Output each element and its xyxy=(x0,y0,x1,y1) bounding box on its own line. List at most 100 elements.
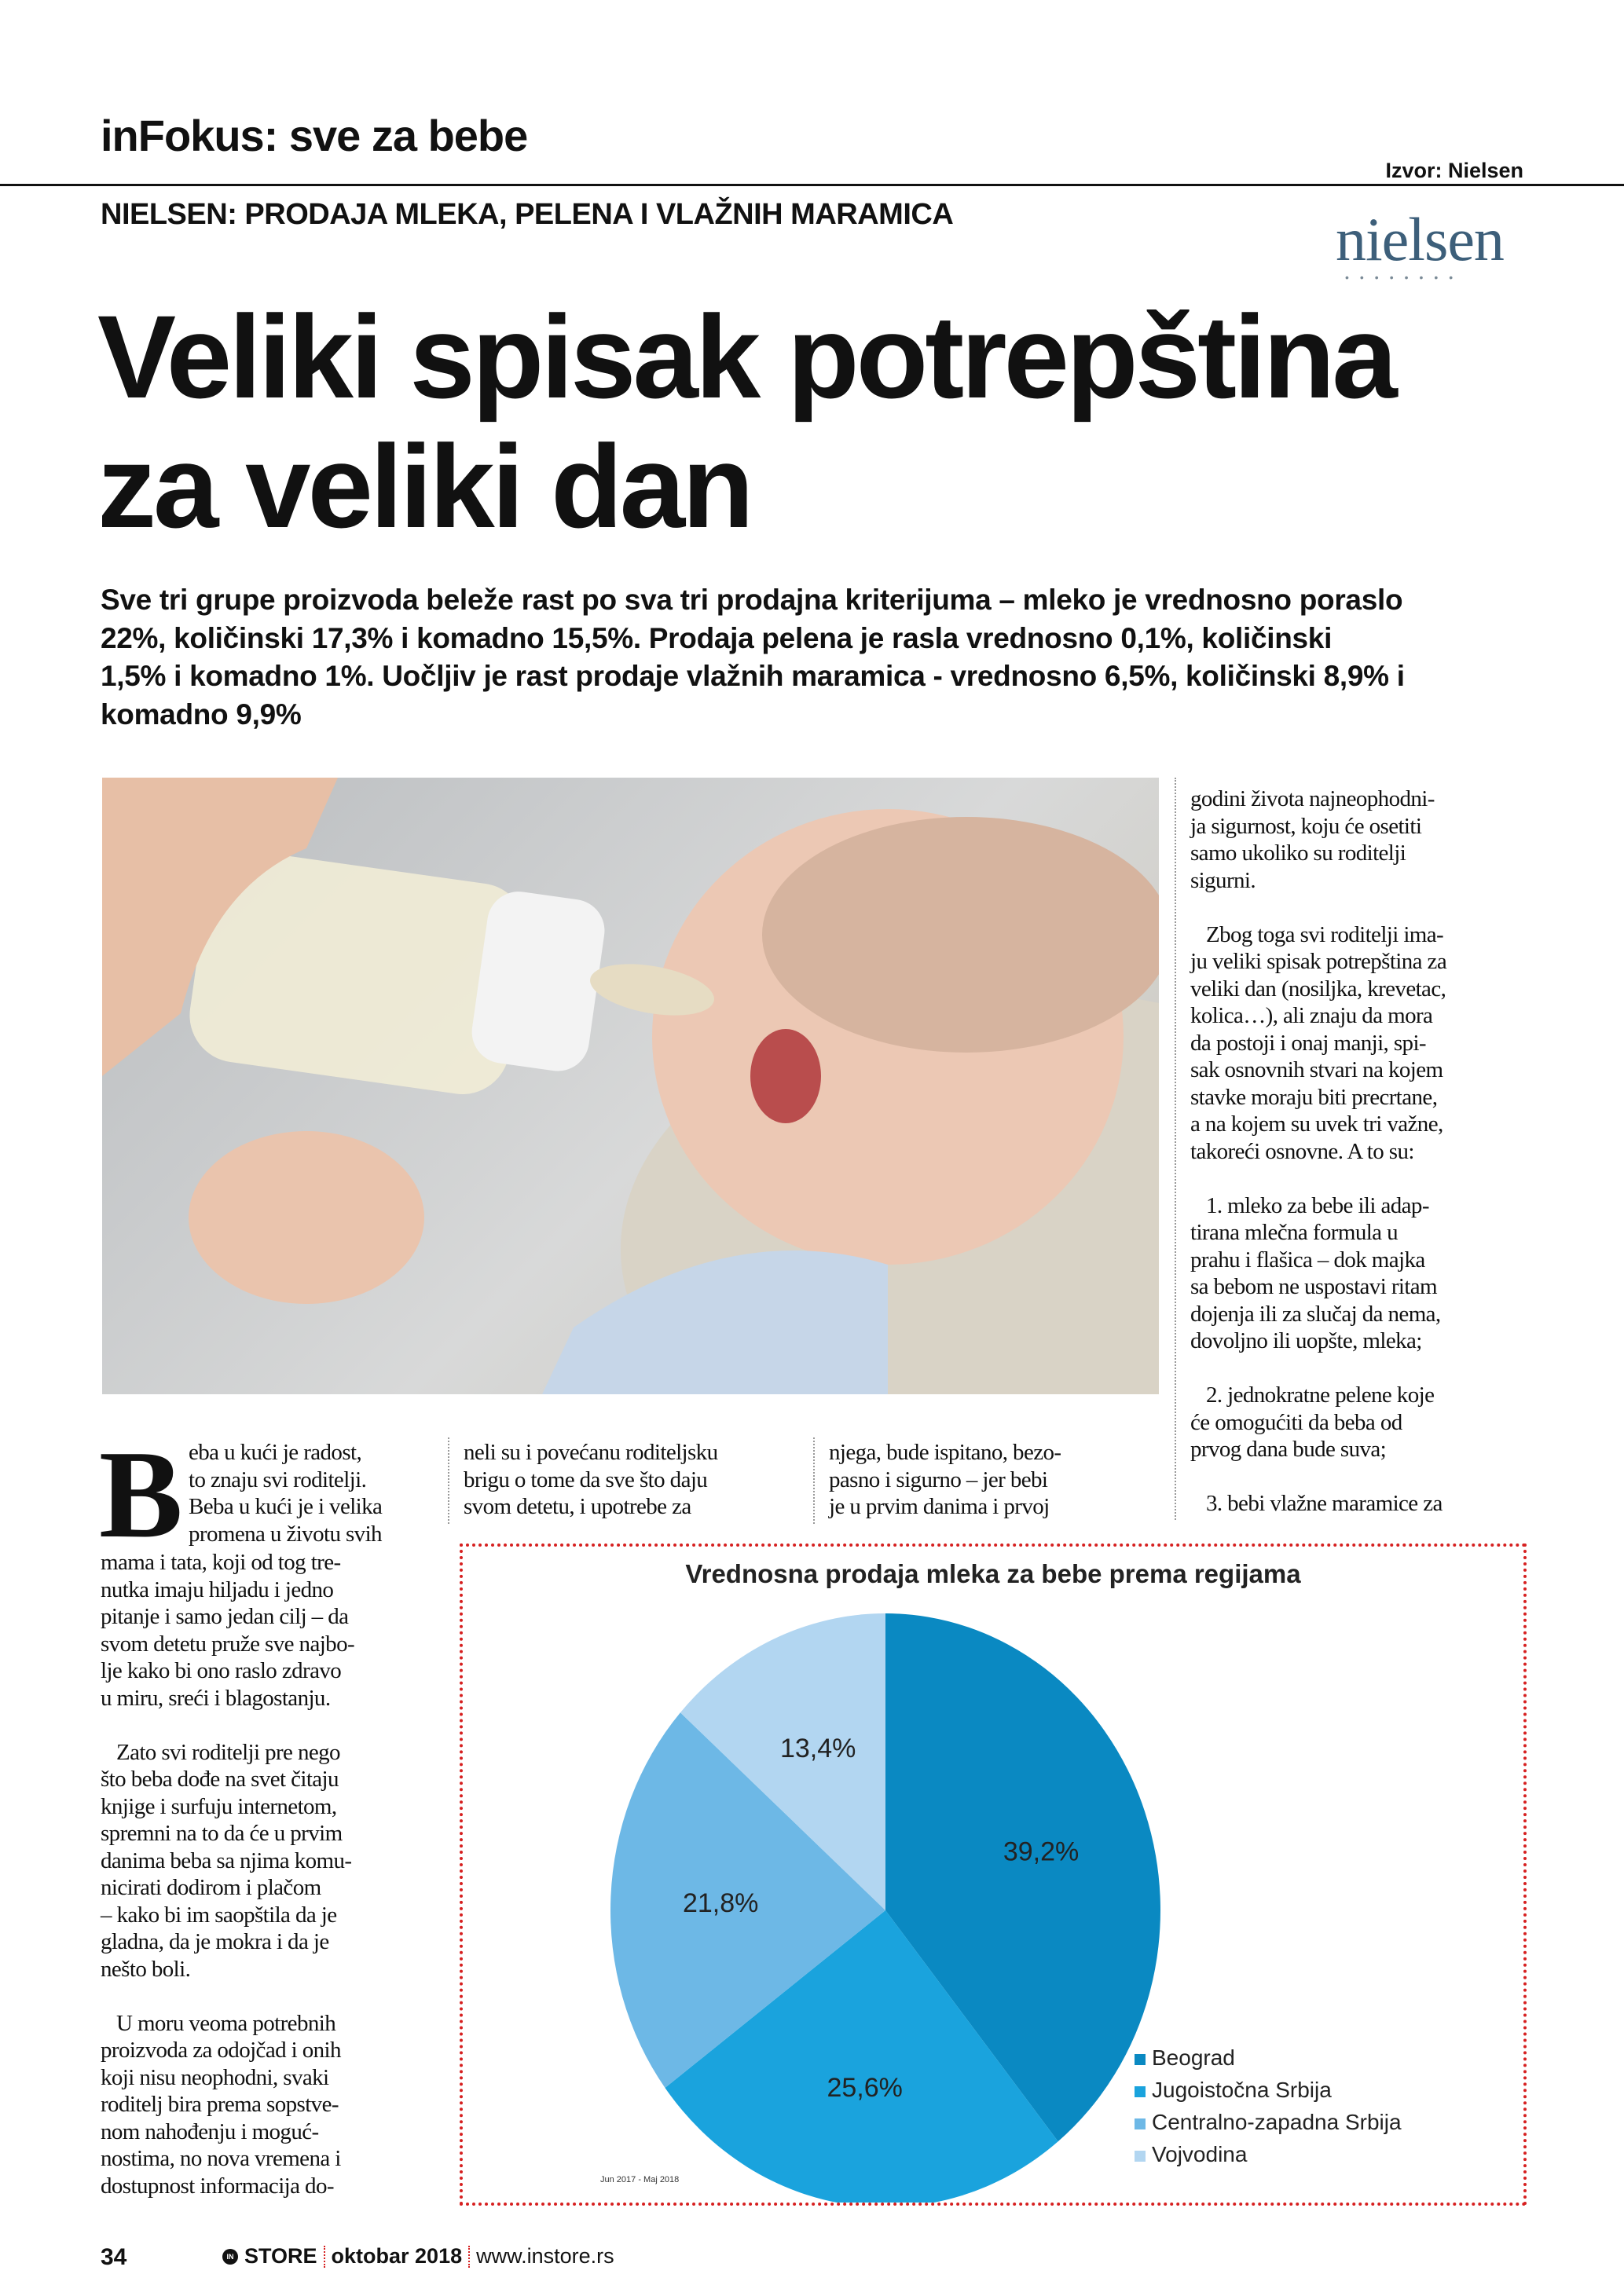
legend-swatch xyxy=(1135,2054,1146,2065)
text-line: promena u životu svih xyxy=(189,1521,383,1547)
text-line: da postoji i onaj manji, spi- xyxy=(1190,1030,1427,1056)
instore-logo-icon: IN xyxy=(222,2248,238,2265)
text-line: 3. bebi vlažne maramice za xyxy=(1190,1491,1443,1516)
pie-chart-box: Vrednosna prodaja mleka za bebe prema re… xyxy=(460,1543,1527,2206)
text-line: nom nahođenju i moguć- xyxy=(101,2118,319,2144)
page-number: 34 xyxy=(101,2244,127,2270)
text-line: proizvoda za odojčad i onih xyxy=(101,2038,342,2063)
text-line: godini života najneophodni- xyxy=(1190,786,1435,811)
text-line: sak osnovnih stvari na kojem xyxy=(1190,1057,1443,1082)
text-line: gladna, da je mokra i da je xyxy=(101,1929,329,1954)
text-line: ja sigurnost, koju će osetiti xyxy=(1190,813,1422,839)
text-line: sa bebom ne uspostavi ritam xyxy=(1190,1274,1438,1299)
text-line: sigurni. xyxy=(1190,867,1256,893)
paragraph: godini života najneophodni-ja sigurnost,… xyxy=(1190,785,1446,894)
lead-paragraph: Sve tri grupe proizvoda beleže rast po s… xyxy=(101,581,1405,734)
kicker: NIELSEN: PRODAJA MLEKA, PELENA I VLAŽNIH… xyxy=(101,198,954,231)
text-line: eba u kući je radost, xyxy=(189,1440,362,1465)
legend-label: Centralno-zapadna Srbija xyxy=(1152,2110,1402,2134)
text-line: pitanje i samo jedan cilj – da xyxy=(101,1604,349,1629)
text-line: dostupnost informacija do- xyxy=(101,2173,335,2199)
text-line: njega, bude ispitano, bezo- xyxy=(829,1440,1061,1465)
text-line: kolica…), ali znaju da mora xyxy=(1190,1003,1433,1028)
text-line: nešto boli. xyxy=(101,1956,191,1982)
text-line: a na kojem su uvek tri važne, xyxy=(1190,1111,1443,1137)
text-line: takoreći osnovne. A to su: xyxy=(1190,1138,1414,1164)
text-line: ju veliki spisak potrepština za xyxy=(1190,949,1447,974)
text-line: prvog dana bude suva; xyxy=(1190,1437,1387,1462)
lead-line: 22%, količinski 17,3% i komadno 15,5%. P… xyxy=(101,621,1333,654)
text-line: prahu i flašica – dok majka xyxy=(1190,1247,1425,1273)
website-link[interactable]: www.instore.rs xyxy=(476,2244,614,2268)
issue-date: oktobar 2018 xyxy=(331,2244,463,2268)
text-line: lje kako bi ono raslo zdravo xyxy=(101,1658,342,1683)
text-line: 1. mleko za bebe ili adap- xyxy=(1190,1192,1430,1218)
text-line: pasno i sigurno – jer bebi xyxy=(829,1467,1048,1492)
paragraph: U moru veoma potrebnih proizvoda za odojč… xyxy=(101,2010,354,2200)
lead-line: 1,5% i komadno 1%. Uočljiv je rast proda… xyxy=(101,660,1405,692)
slice-label: 21,8% xyxy=(683,1888,758,1918)
text-line: samo ukoliko su roditelji xyxy=(1190,840,1406,866)
pie-chart: 39,2% 25,6% 21,8% 13,4% xyxy=(610,1613,1160,2203)
drop-cap: B xyxy=(99,1424,183,1564)
text-line: nostima, no nova vremena i xyxy=(101,2146,341,2171)
pie-slice-beograd xyxy=(885,1613,1160,2142)
text-line: mama i tata, koji od tog tre- xyxy=(101,1550,341,1575)
footer-divider xyxy=(323,2245,325,2268)
text-line: stavke moraju biti precrtane, xyxy=(1190,1084,1438,1110)
text-line: što beba dođe na svet čitaju xyxy=(101,1767,339,1792)
paragraph: mama i tata, koji od tog tre-nutka imaju… xyxy=(101,1549,355,1712)
paragraph: 3. bebi vlažne maramice za xyxy=(1190,1490,1446,1518)
legend-swatch xyxy=(1135,2118,1146,2129)
legend-item: Centralno-zapadna Srbija xyxy=(1135,2106,1402,2138)
chart-title: Vrednosna prodaja mleka za bebe prema re… xyxy=(685,1559,1301,1588)
text-line: nutka imaju hiljadu i jedno xyxy=(101,1576,334,1602)
column-divider xyxy=(1175,778,1176,1520)
text-line: danima beba sa njima komu- xyxy=(101,1847,352,1873)
column-divider xyxy=(448,1437,449,1524)
text-line: dovoljno ili uopšte, mleka; xyxy=(1190,1328,1422,1353)
lead-line: komadno 9,9% xyxy=(101,698,302,731)
paragraph: Zato svi roditelji pre nego što beba dođe… xyxy=(101,1739,354,1983)
text-line: svom detetu pruže sve najbo- xyxy=(101,1631,355,1657)
photo-illustration xyxy=(102,778,1159,1394)
paragraph: Zbog toga svi roditelji ima-ju veliki sp… xyxy=(1190,921,1447,1166)
text-line: svom detetu, i upotrebe za xyxy=(464,1494,691,1519)
column2-body: neli su i povećanu roditeljsku brigu o to… xyxy=(464,1439,718,1521)
chart-period-note: Jun 2017 - Maj 2018 xyxy=(600,2175,680,2184)
footer-divider xyxy=(468,2245,471,2268)
section-title: inFokus: sve za bebe xyxy=(101,111,528,160)
headline-line: Veliki spisak potrepština xyxy=(97,291,1398,423)
legend-label: Beograd xyxy=(1152,2045,1235,2070)
brand-name: STORE xyxy=(244,2244,317,2268)
text-line: neli su i povećanu roditeljsku xyxy=(464,1440,718,1465)
legend-swatch xyxy=(1135,2086,1146,2097)
legend-label: Jugoistočna Srbija xyxy=(1152,2078,1332,2102)
footer-info: IN STORE oktobar 2018 www.instore.rs xyxy=(222,2244,614,2269)
baby-bottle-photo xyxy=(102,778,1159,1394)
slice-label: 39,2% xyxy=(1003,1837,1079,1867)
header-rule xyxy=(0,184,1624,186)
pie-slice-centralno-zapadna-srbija xyxy=(610,1712,885,2089)
legend-item: Vojvodina xyxy=(1135,2138,1402,2170)
paragraph: 1. mleko za bebe ili adap-tirana mlečna … xyxy=(1190,1192,1446,1355)
column3-body: njega, bude ispitano, bezo-pasno i sigur… xyxy=(829,1439,1061,1521)
chart-legend: Beograd Jugoistočna Srbija Centralno-zapad… xyxy=(1135,2041,1402,2170)
headline: Veliki spisak potrepština za veliki dan xyxy=(97,291,1398,552)
headline-line: za veliki dan xyxy=(97,420,754,552)
lead-line: Sve tri grupe proizvoda beleže rast po s… xyxy=(101,584,1403,616)
nielsen-logo: nielsen xyxy=(1336,205,1505,273)
pie-slice-jugoisto-na-srbija xyxy=(665,1910,1058,2203)
column-divider xyxy=(813,1437,815,1524)
text-line: 2. jednokratne pelene koje xyxy=(1190,1382,1435,1408)
paragraph: 2. jednokratne pelene koje će omogućiti d… xyxy=(1190,1382,1446,1463)
text-line: u miru, sreći i blagostanju. xyxy=(101,1685,331,1711)
text-line: koji nisu neophodni, svaki xyxy=(101,2064,329,2090)
text-line: tirana mlečna formula u xyxy=(1190,1220,1399,1245)
text-line: je u prvim danima i prvoj xyxy=(829,1494,1050,1519)
column1-intro: eba u kući je radost, to znaju svi rodit… xyxy=(189,1439,383,1547)
text-line: – kako bi im saopštila da je xyxy=(101,1902,337,1928)
text-line: spremni na to da će u prvim xyxy=(101,1821,343,1846)
text-line: dojenja ili za slučaj da nema, xyxy=(1190,1301,1441,1327)
slice-label: 13,4% xyxy=(780,1734,856,1763)
